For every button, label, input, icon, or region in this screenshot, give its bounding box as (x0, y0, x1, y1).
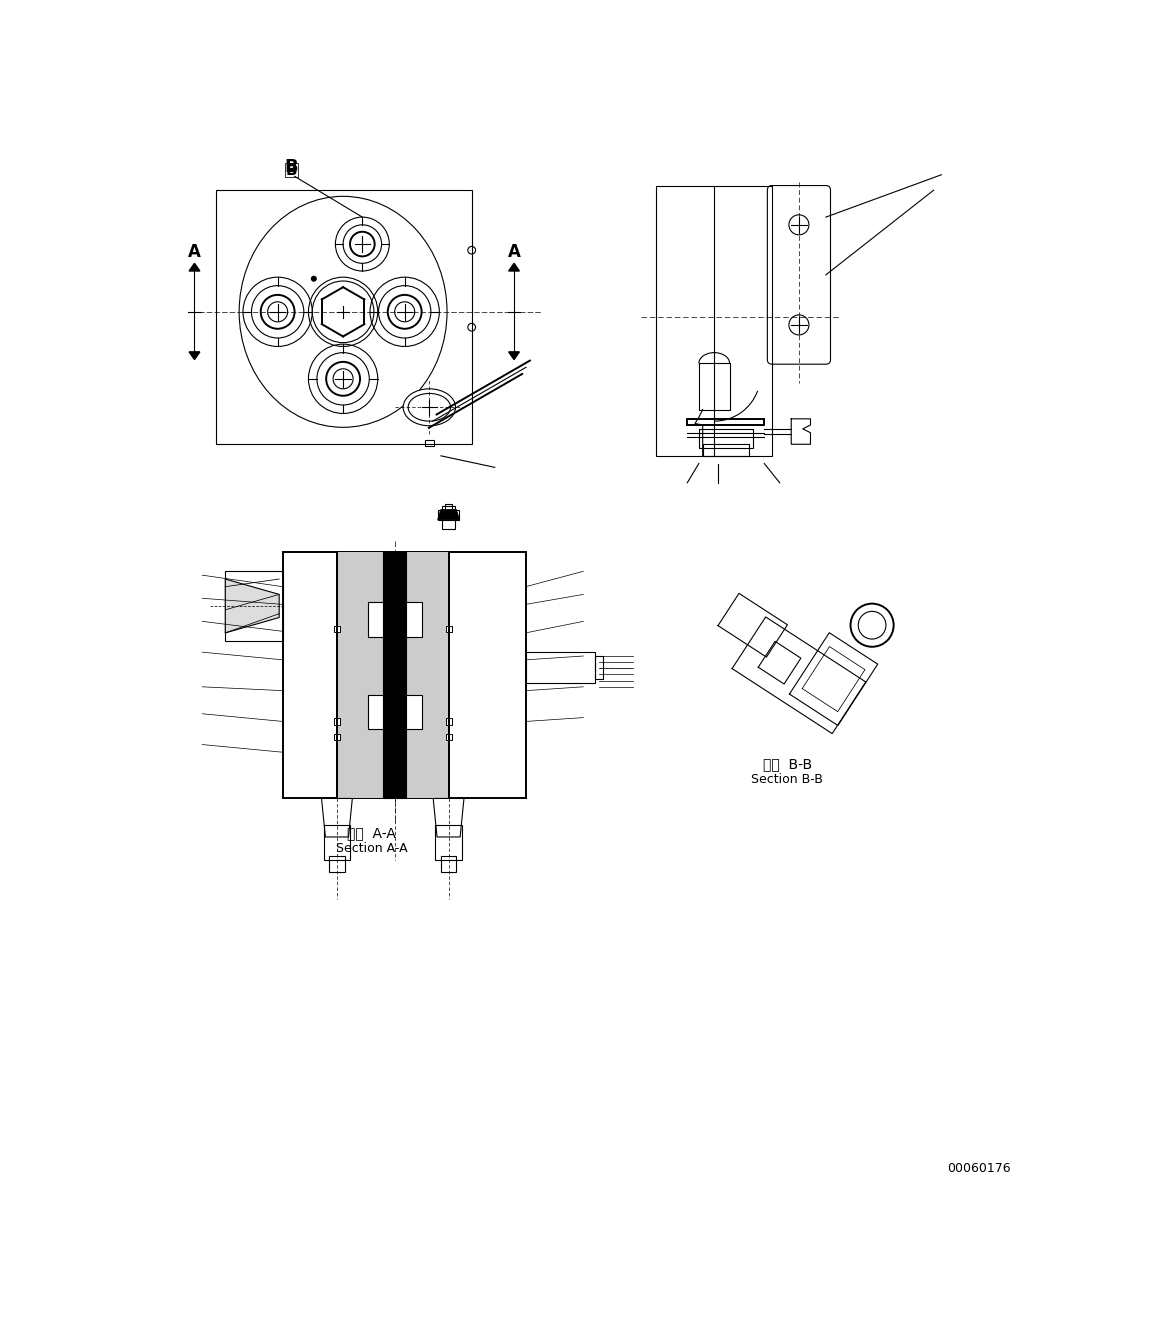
FancyBboxPatch shape (406, 695, 422, 729)
FancyBboxPatch shape (334, 625, 340, 632)
FancyBboxPatch shape (368, 695, 383, 729)
Circle shape (312, 276, 316, 282)
FancyBboxPatch shape (368, 602, 383, 636)
Text: B: B (284, 158, 298, 177)
FancyBboxPatch shape (383, 552, 406, 798)
Polygon shape (508, 352, 520, 360)
Text: A: A (188, 243, 201, 260)
Polygon shape (226, 579, 279, 633)
FancyBboxPatch shape (334, 734, 340, 740)
Polygon shape (321, 798, 352, 837)
FancyBboxPatch shape (406, 602, 422, 636)
Polygon shape (190, 352, 200, 360)
Text: 断面  A-A: 断面 A-A (347, 826, 397, 841)
FancyBboxPatch shape (445, 734, 451, 740)
Text: Section A-A: Section A-A (336, 842, 407, 855)
FancyBboxPatch shape (285, 163, 299, 177)
Polygon shape (433, 798, 464, 837)
Polygon shape (437, 510, 459, 519)
FancyBboxPatch shape (337, 552, 449, 798)
Circle shape (850, 604, 893, 647)
Polygon shape (508, 263, 520, 271)
Text: Section B-B: Section B-B (751, 773, 823, 786)
Text: A: A (507, 243, 521, 260)
Text: 00060176: 00060176 (947, 1162, 1011, 1174)
FancyBboxPatch shape (334, 718, 340, 725)
Ellipse shape (404, 389, 456, 426)
Polygon shape (190, 263, 200, 271)
FancyBboxPatch shape (445, 718, 451, 725)
Text: 断面  B-B: 断面 B-B (763, 757, 812, 770)
FancyBboxPatch shape (445, 625, 451, 632)
Text: B: B (286, 162, 298, 178)
